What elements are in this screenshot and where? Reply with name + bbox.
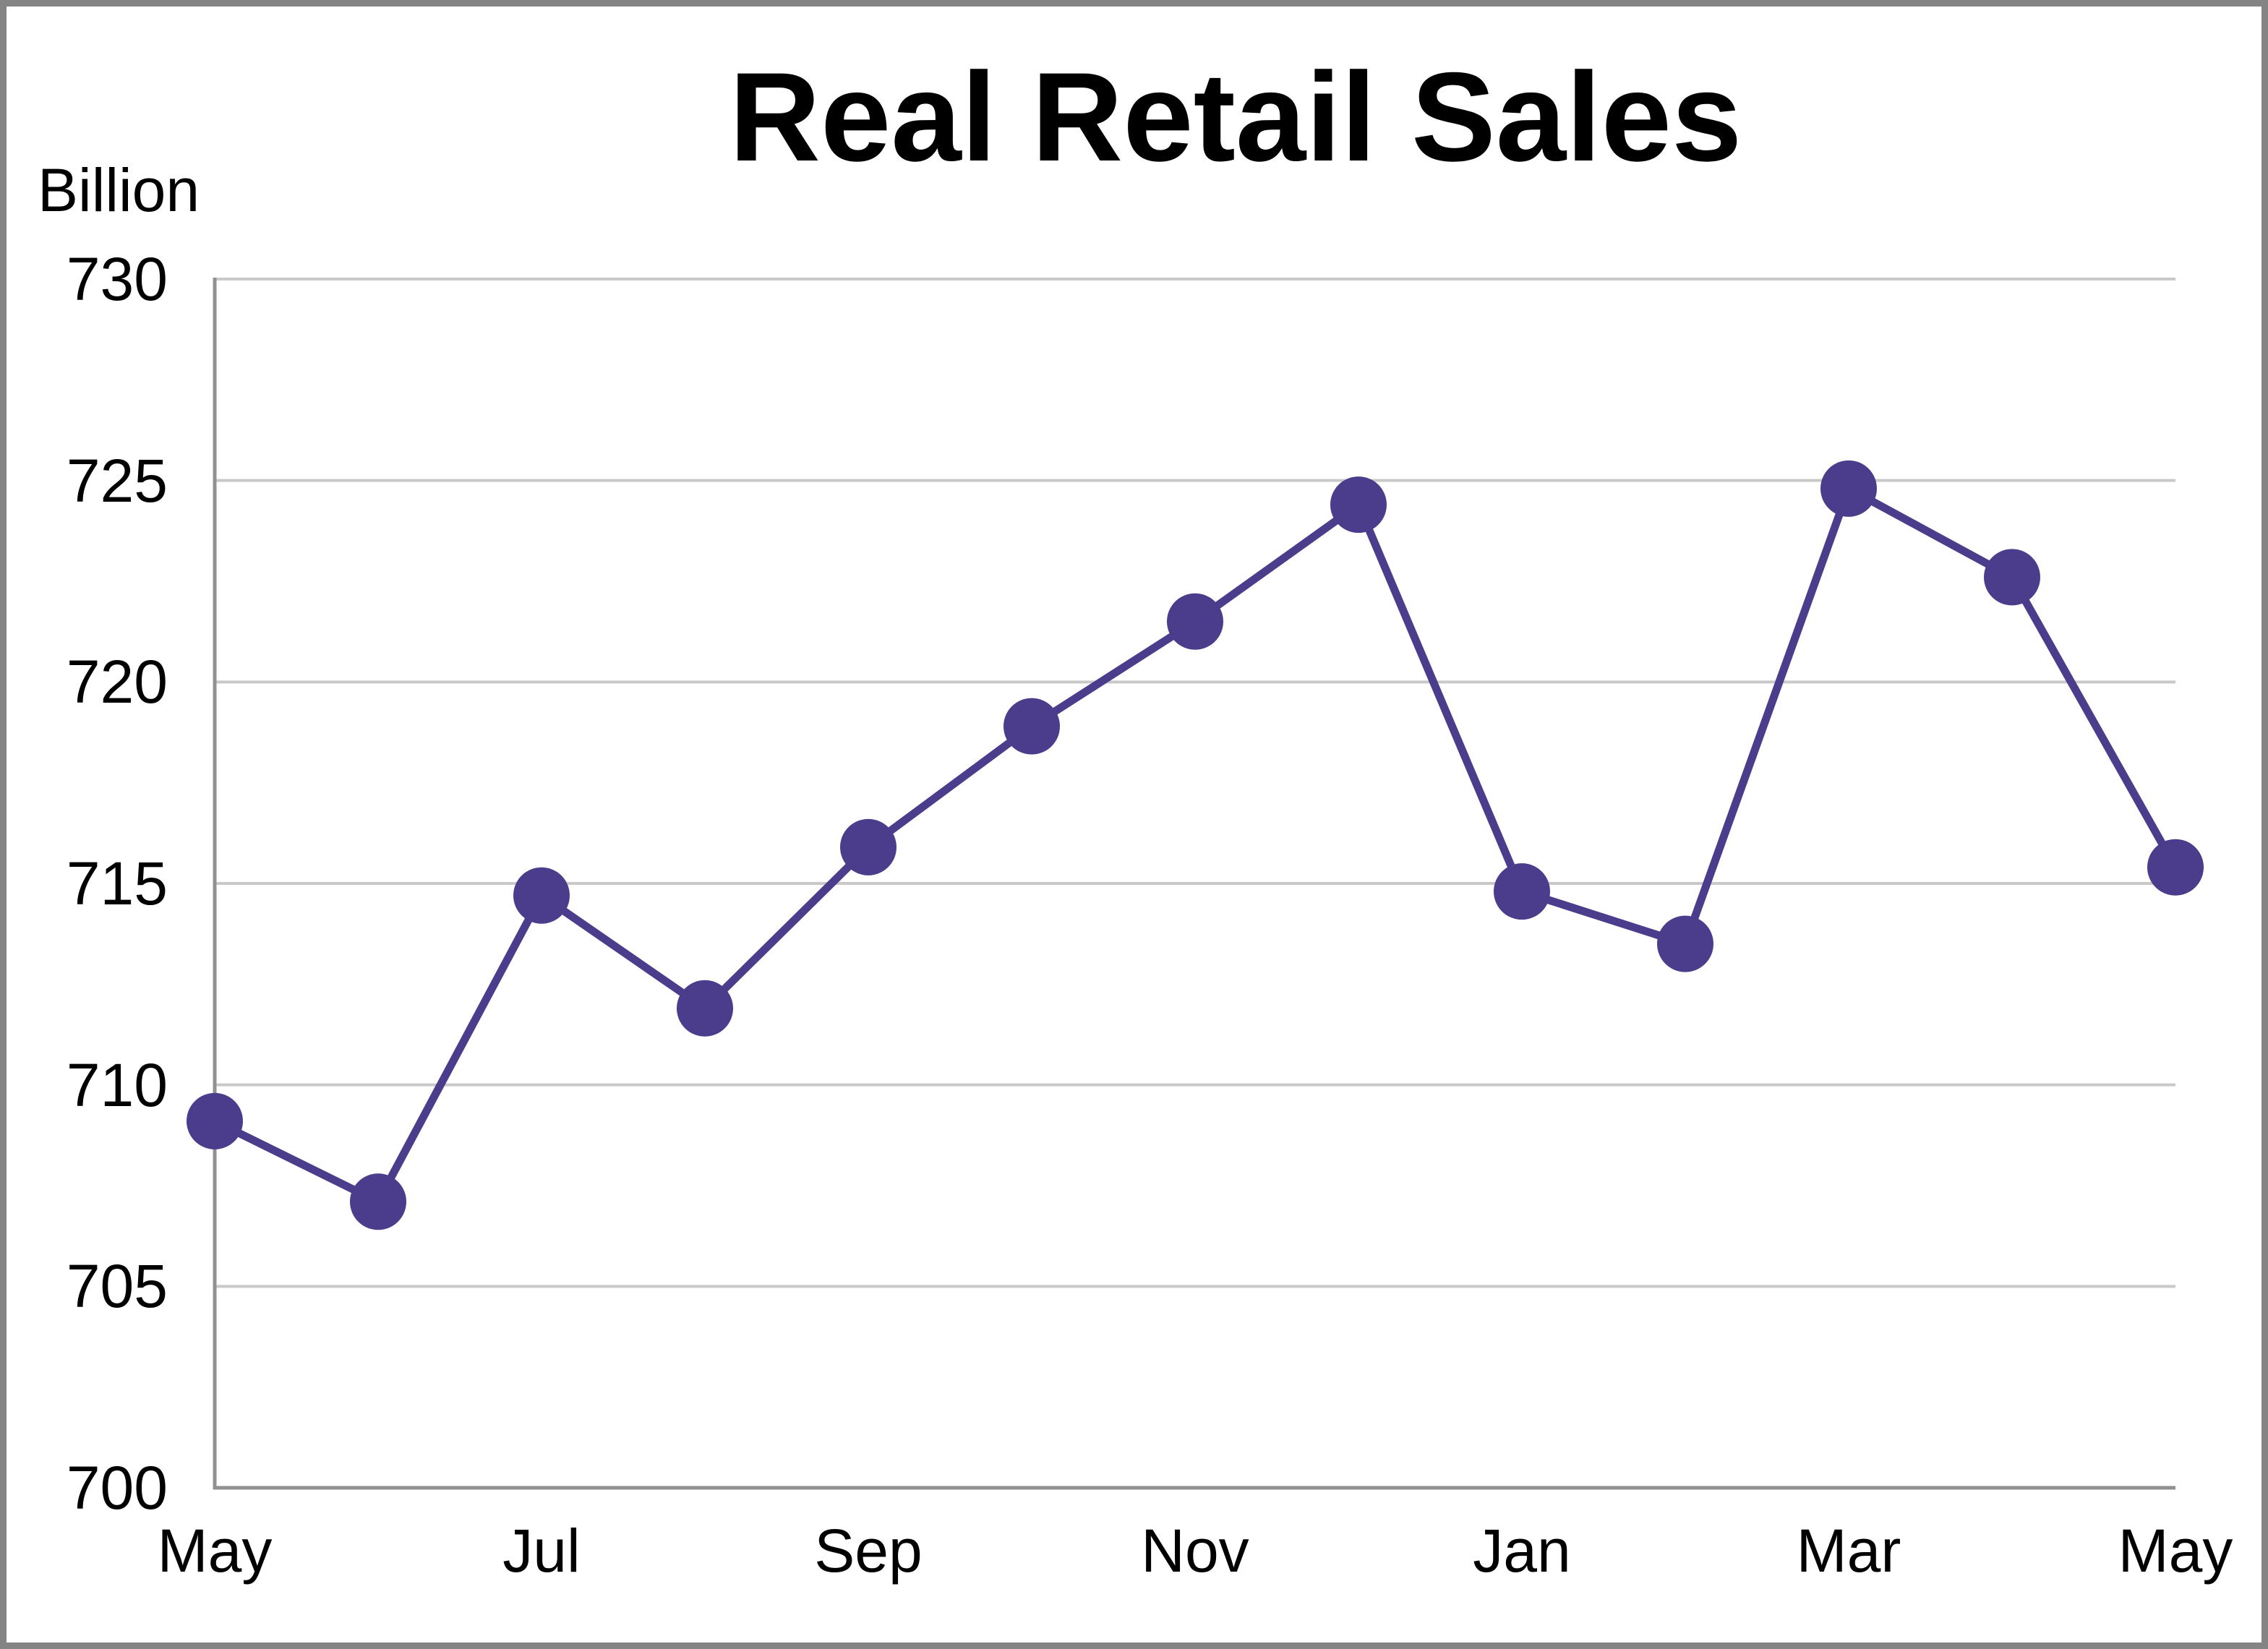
y-tick-label-730: 730 [66, 245, 168, 313]
data-point-marker-Nov-6 [1167, 593, 1223, 650]
data-point-marker-Mar-10 [1820, 460, 1877, 517]
y-tick-label-710: 710 [66, 1050, 168, 1119]
y-tick-label-720: 720 [66, 648, 168, 716]
data-point-marker-Jun-1 [350, 1173, 406, 1230]
data-point-marker-May-0 [187, 1092, 243, 1149]
x-tick-label-Nov-6: Nov [1141, 1517, 1249, 1585]
y-tick-label-715: 715 [66, 849, 168, 917]
data-point-marker-Feb-9 [1657, 915, 1713, 972]
x-tick-label-May-12: May [2118, 1517, 2233, 1585]
y-tick-label-725: 725 [66, 446, 168, 515]
data-point-marker-Dec-7 [1330, 476, 1387, 534]
data-point-marker-Sep-4 [840, 818, 896, 875]
plot-area [187, 278, 2204, 1490]
data-point-marker-Jan-8 [1494, 863, 1550, 920]
data-point-marker-Jul-2 [513, 867, 570, 924]
x-tick-label-Mar-10: Mar [1796, 1517, 1901, 1585]
x-tick-label-Sep-4: Sep [814, 1517, 923, 1585]
y-axis-unit-label: Billion [38, 156, 200, 224]
data-point-marker-Aug-3 [677, 980, 733, 1037]
chart-title: Real Retail Sales [729, 47, 1742, 188]
data-point-marker-Oct-5 [1004, 698, 1060, 755]
x-tick-label-May-0: May [157, 1517, 273, 1585]
data-point-marker-May-12 [2147, 839, 2204, 896]
data-point-marker-Apr-11 [1984, 549, 2040, 606]
y-tick-label-705: 705 [66, 1252, 168, 1321]
y-tick-label-700: 700 [66, 1454, 168, 1522]
x-tick-label-Jul-2: Jul [502, 1517, 581, 1585]
x-tick-label-Jan-8: Jan [1473, 1517, 1571, 1585]
